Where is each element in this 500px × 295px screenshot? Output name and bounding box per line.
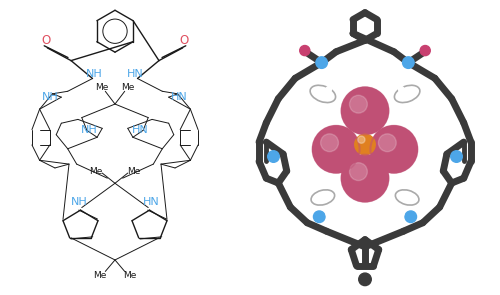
Circle shape bbox=[358, 273, 372, 286]
Circle shape bbox=[320, 134, 338, 152]
Text: NH: NH bbox=[81, 125, 98, 135]
Text: Me: Me bbox=[96, 83, 109, 92]
Text: HN: HN bbox=[142, 197, 159, 207]
Circle shape bbox=[316, 57, 328, 68]
Text: O: O bbox=[180, 34, 188, 47]
Circle shape bbox=[326, 86, 332, 92]
Text: HN: HN bbox=[127, 69, 144, 79]
Circle shape bbox=[398, 86, 404, 92]
Text: Me: Me bbox=[94, 271, 107, 280]
Circle shape bbox=[405, 211, 416, 222]
Text: NH: NH bbox=[86, 69, 103, 79]
Circle shape bbox=[370, 126, 418, 173]
Text: Me: Me bbox=[121, 83, 134, 92]
Circle shape bbox=[450, 151, 462, 162]
Circle shape bbox=[342, 155, 388, 202]
Text: Me: Me bbox=[128, 167, 141, 176]
Circle shape bbox=[314, 211, 325, 222]
Circle shape bbox=[300, 45, 310, 56]
Circle shape bbox=[312, 126, 360, 173]
Circle shape bbox=[350, 163, 368, 181]
Text: O: O bbox=[42, 34, 50, 47]
Text: Me: Me bbox=[123, 271, 136, 280]
Text: NH: NH bbox=[42, 92, 59, 102]
Circle shape bbox=[402, 57, 414, 68]
Circle shape bbox=[355, 134, 375, 155]
Text: HN: HN bbox=[171, 92, 188, 102]
Circle shape bbox=[268, 151, 280, 162]
Circle shape bbox=[342, 87, 388, 134]
Circle shape bbox=[358, 136, 365, 143]
Circle shape bbox=[398, 212, 404, 217]
Text: NH: NH bbox=[71, 197, 88, 207]
Circle shape bbox=[326, 212, 332, 217]
Circle shape bbox=[420, 45, 430, 56]
Text: HN: HN bbox=[132, 125, 149, 135]
Text: Me: Me bbox=[89, 167, 102, 176]
Circle shape bbox=[378, 134, 396, 152]
Circle shape bbox=[350, 95, 368, 113]
